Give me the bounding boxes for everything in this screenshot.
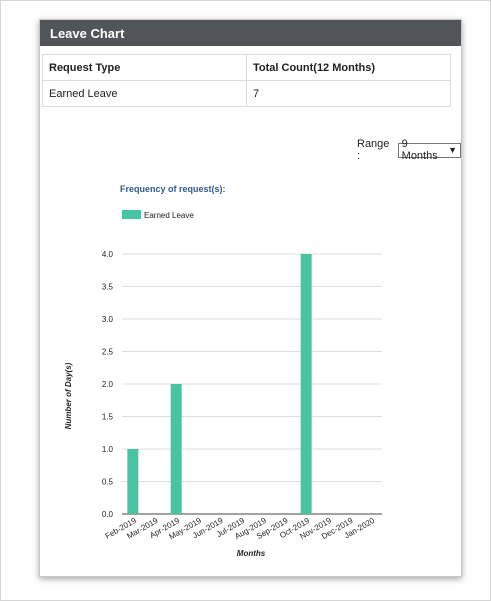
bar xyxy=(300,254,312,514)
range-value: 9 Months xyxy=(401,138,438,162)
y-tick-label: 3.5 xyxy=(102,283,114,292)
caret-down-icon: ▼ xyxy=(448,145,457,155)
legend-label: Earned Leave xyxy=(144,211,194,220)
column-header-request-type: Request Type xyxy=(42,54,247,81)
y-axis-label: Number of Day(s) xyxy=(64,362,73,429)
y-tick-label: 1.0 xyxy=(102,445,114,454)
y-tick-label: 2.5 xyxy=(102,348,114,357)
bar xyxy=(127,449,139,514)
table-row: Earned Leave 7 xyxy=(42,80,451,107)
legend-swatch xyxy=(122,210,141,219)
y-tick-label: 2.0 xyxy=(102,380,114,389)
y-tick-label: 4.0 xyxy=(102,250,114,259)
x-axis-label: Months xyxy=(237,549,266,558)
column-header-total-count: Total Count(12 Months) xyxy=(246,54,451,81)
y-tick-label: 3.0 xyxy=(102,315,114,324)
range-label: Range : xyxy=(357,138,390,162)
range-select[interactable]: 9 Months ▼ xyxy=(397,138,461,162)
panel-title: Leave Chart xyxy=(40,20,461,46)
cell-request-type: Earned Leave xyxy=(42,80,247,107)
cell-total-count: 7 xyxy=(246,80,451,107)
y-tick-label: 0.0 xyxy=(102,510,114,519)
leave-frequency-chart: Frequency of request(s): Earned Leave Nu… xyxy=(64,184,382,558)
y-tick-label: 0.5 xyxy=(102,478,114,487)
range-control: Range : 9 Months ▼ xyxy=(357,138,461,162)
chart-title: Frequency of request(s): xyxy=(120,184,226,194)
summary-table: Request Type Total Count(12 Months) Earn… xyxy=(42,54,451,107)
y-tick-label: 1.5 xyxy=(102,413,114,422)
bar xyxy=(170,384,182,514)
leave-chart-panel: Leave Chart Request Type Total Count(12 … xyxy=(39,19,462,577)
table-header-row: Request Type Total Count(12 Months) xyxy=(42,54,451,81)
